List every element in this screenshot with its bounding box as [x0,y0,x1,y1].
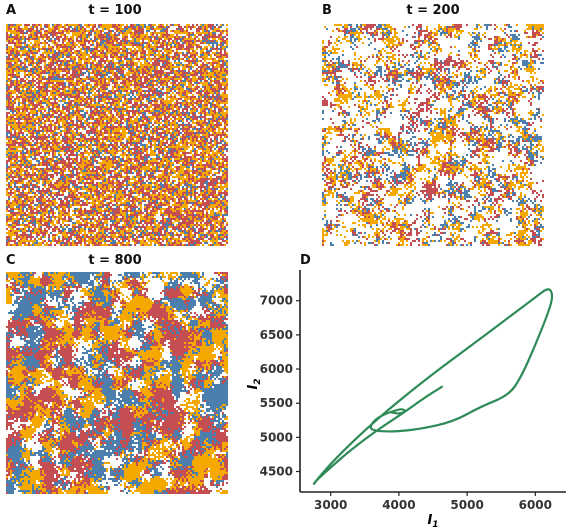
lattice-grid-t200 [322,24,544,246]
y-tick-label: 6500 [260,328,293,342]
panel-b-title: t = 200 [406,3,460,18]
y-tick-label: 5000 [260,430,293,444]
phase-plot-chart: 3000 4000 5000 6000 4500 5000 5500 6000 6500 7000… [246,270,566,530]
panel-d-label: D [300,253,311,268]
panel-b-label: B [322,3,332,18]
axes-group: 3000 4000 5000 6000 4500 5000 5500 6000 6500 7000 [260,270,566,512]
lattice-grid-t100 [6,24,228,246]
trajectory-line [312,288,554,485]
y-tick-label: 7000 [260,294,293,308]
y-tick-label: 6000 [260,362,293,376]
x-tick-label: 4000 [382,498,415,512]
y-axis-label: I2 [246,378,263,389]
x-axis-label: I1 [427,513,438,530]
panel-a-label: A [6,3,17,18]
x-tick-label: 3000 [314,498,347,512]
panel-a-title: t = 100 [88,3,142,18]
panel-c-label: C [6,253,16,268]
y-tick-label: 4500 [260,465,293,479]
y-tick-label: 5500 [260,396,293,410]
x-tick-label: 6000 [519,498,552,512]
panel-c-title: t = 800 [88,253,142,268]
x-tick-label: 5000 [450,498,483,512]
lattice-grid-t800 [6,272,228,494]
